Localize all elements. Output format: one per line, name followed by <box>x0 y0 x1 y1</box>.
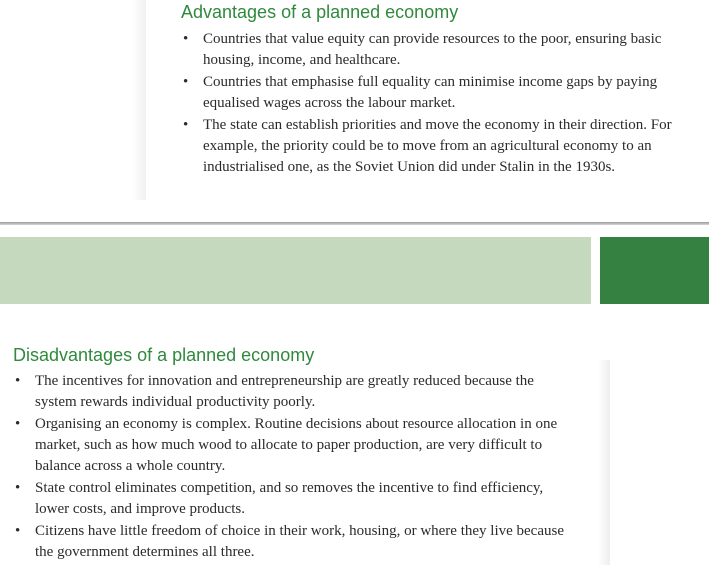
page-fold-shadow <box>132 0 146 200</box>
list-item: • The incentives for innovation and entre… <box>13 371 573 413</box>
dark-green-band <box>600 237 709 304</box>
bullet-icon: • <box>15 523 21 539</box>
list-item-text: Countries that emphasise full equality c… <box>203 74 658 111</box>
bullet-icon: • <box>183 74 189 90</box>
list-item: • The state can establish priorities and … <box>181 115 706 178</box>
bullet-icon: • <box>15 480 21 496</box>
light-green-band <box>0 237 591 304</box>
top-page: Advantages of a planned economy • Countri… <box>0 0 709 222</box>
list-item-text: The incentives for innovation and entrep… <box>35 373 534 410</box>
disadvantages-list: • The incentives for innovation and entre… <box>13 371 573 564</box>
list-item: • Countries that value equity can provide… <box>181 29 706 71</box>
list-item-text: State control eliminates competition, an… <box>35 480 544 517</box>
list-item: • Countries that emphasise full equality … <box>181 72 706 114</box>
list-item: • State control eliminates competition, a… <box>13 478 573 520</box>
advantages-list: • Countries that value equity can provide… <box>181 29 706 179</box>
page-edge-shadow <box>598 360 610 565</box>
bullet-icon: • <box>183 117 189 133</box>
bullet-icon: • <box>15 373 21 389</box>
disadvantages-heading: Disadvantages of a planned economy <box>13 345 315 365</box>
list-item-text: Organising an economy is complex. Routin… <box>35 416 558 474</box>
list-item-text: Citizens have little freedom of choice i… <box>35 523 564 560</box>
bullet-icon: • <box>15 416 21 432</box>
advantages-heading: Advantages of a planned economy <box>181 2 459 22</box>
list-item-text: Countries that value equity can provide … <box>203 31 662 68</box>
list-item: • Organising an economy is complex. Routi… <box>13 414 573 477</box>
bullet-icon: • <box>183 31 189 47</box>
page-divider <box>0 222 709 225</box>
list-item: • Citizens have little freedom of choice … <box>13 521 573 563</box>
list-item-text: The state can establish priorities and m… <box>203 117 672 175</box>
